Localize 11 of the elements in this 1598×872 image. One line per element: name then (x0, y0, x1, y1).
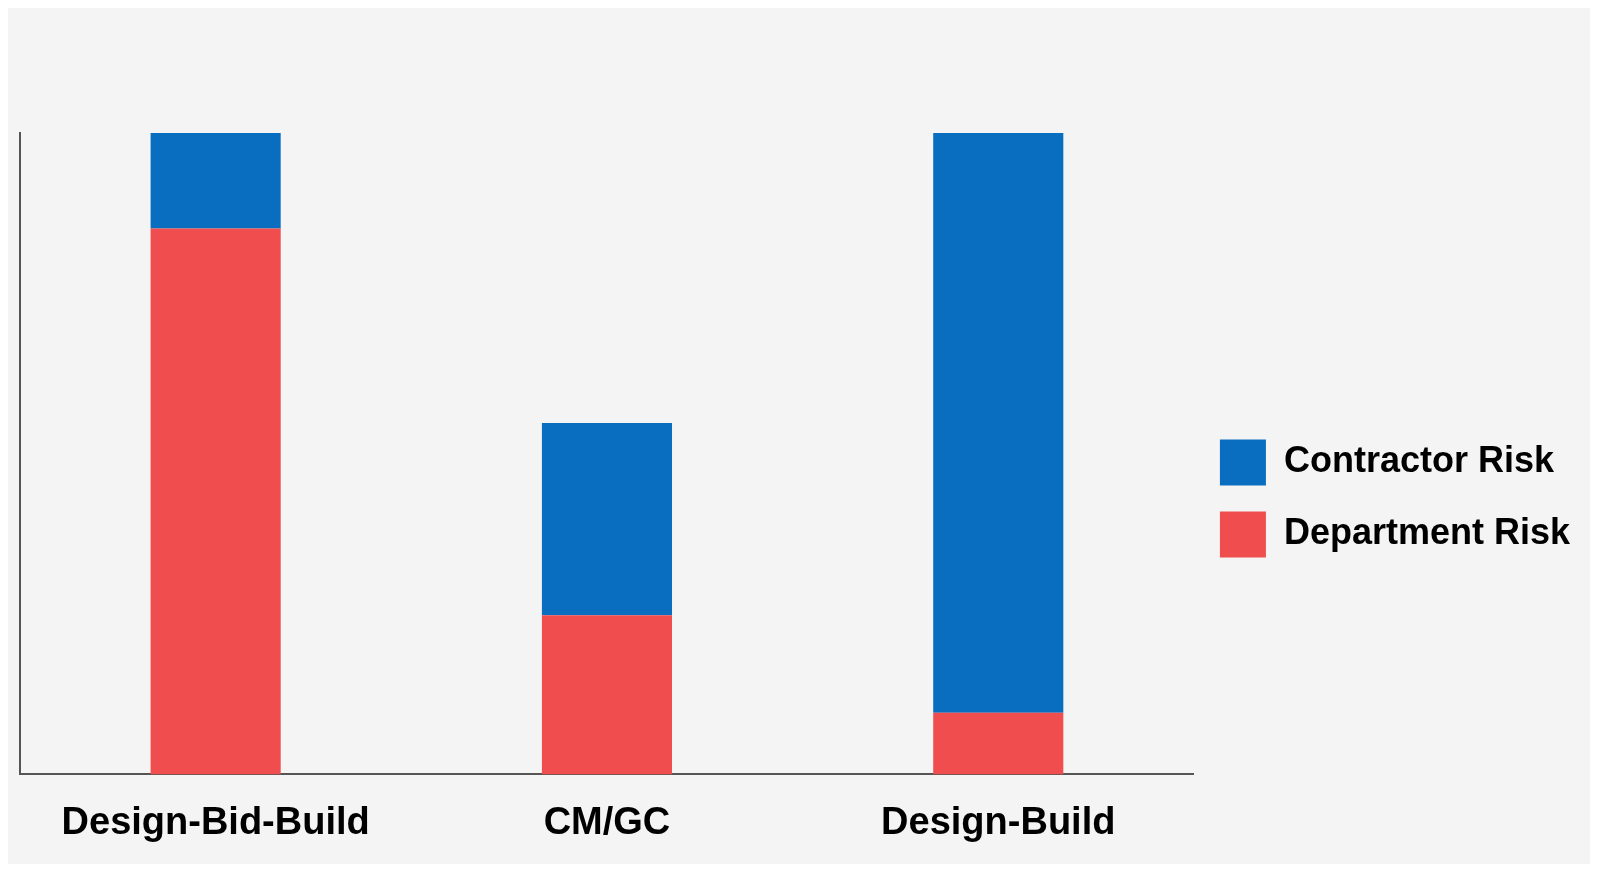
x-tick-label: Design-Bid-Build (61, 799, 370, 842)
bar (541, 422, 673, 616)
bar (150, 228, 281, 775)
legend-label: Department Risk (1283, 511, 1571, 553)
bar (541, 615, 673, 775)
bar (150, 133, 281, 229)
legend-label: Contractor Risk (1283, 439, 1555, 481)
x-tick-label: Design-Build (881, 799, 1116, 842)
bar (933, 712, 1064, 775)
x-tick-label: CM/GC (543, 799, 671, 842)
bar (933, 133, 1064, 713)
